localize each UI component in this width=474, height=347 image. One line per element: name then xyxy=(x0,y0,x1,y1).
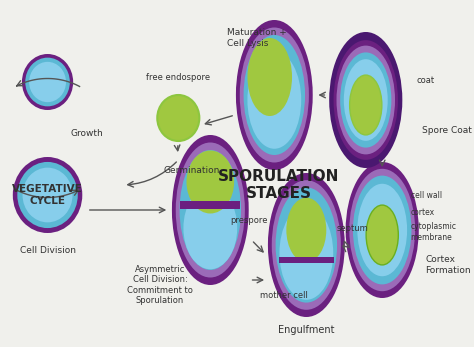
Ellipse shape xyxy=(240,27,309,162)
Ellipse shape xyxy=(268,173,345,317)
Text: Spore Coat: Spore Coat xyxy=(422,126,472,135)
Ellipse shape xyxy=(247,51,301,149)
Ellipse shape xyxy=(180,150,241,270)
Text: Maturation +
Cell Lysis: Maturation + Cell Lysis xyxy=(227,28,286,48)
Text: cell wall: cell wall xyxy=(410,191,442,200)
Ellipse shape xyxy=(247,38,292,116)
FancyBboxPatch shape xyxy=(180,201,240,209)
Text: VEGETATIVE
CYCLE: VEGETATIVE CYCLE xyxy=(12,184,83,206)
Ellipse shape xyxy=(350,75,382,135)
Ellipse shape xyxy=(157,95,200,141)
Ellipse shape xyxy=(176,143,245,278)
Ellipse shape xyxy=(275,187,337,303)
Text: SPORULATION
STAGES: SPORULATION STAGES xyxy=(218,169,339,201)
FancyBboxPatch shape xyxy=(279,257,334,263)
Ellipse shape xyxy=(183,187,237,269)
Ellipse shape xyxy=(236,20,313,170)
Text: mother cell: mother cell xyxy=(260,290,308,299)
Ellipse shape xyxy=(357,184,407,276)
Ellipse shape xyxy=(340,52,392,147)
Text: Germination: Germination xyxy=(164,166,220,175)
Text: coat: coat xyxy=(416,76,434,85)
Ellipse shape xyxy=(334,40,398,160)
Ellipse shape xyxy=(337,45,395,154)
Text: Growth: Growth xyxy=(71,128,103,137)
Ellipse shape xyxy=(172,135,249,285)
Ellipse shape xyxy=(22,54,73,110)
Ellipse shape xyxy=(353,176,411,285)
Ellipse shape xyxy=(23,168,73,222)
Text: Cell Division: Cell Division xyxy=(19,245,75,254)
Ellipse shape xyxy=(280,206,333,300)
Text: septum: septum xyxy=(337,223,368,232)
Ellipse shape xyxy=(344,59,388,141)
Ellipse shape xyxy=(286,197,326,262)
Ellipse shape xyxy=(272,180,341,310)
Ellipse shape xyxy=(244,35,305,155)
Ellipse shape xyxy=(346,162,419,298)
Text: Asymmetric
Cell Division:
Commitment to
Sporulation: Asymmetric Cell Division: Commitment to … xyxy=(127,265,193,305)
Text: cytoplasmic
membrane: cytoplasmic membrane xyxy=(410,222,456,242)
Ellipse shape xyxy=(366,205,398,265)
Ellipse shape xyxy=(329,32,402,168)
Text: Cortex
Formation: Cortex Formation xyxy=(425,255,471,275)
Ellipse shape xyxy=(186,151,234,213)
Ellipse shape xyxy=(29,62,66,102)
Text: prespore: prespore xyxy=(230,215,268,225)
Ellipse shape xyxy=(13,157,82,233)
Ellipse shape xyxy=(25,58,70,107)
Ellipse shape xyxy=(349,169,415,291)
Ellipse shape xyxy=(18,162,78,228)
Text: cortex: cortex xyxy=(410,208,435,217)
Text: free endospore: free endospore xyxy=(146,73,210,82)
Text: Engulfment: Engulfment xyxy=(278,325,335,335)
